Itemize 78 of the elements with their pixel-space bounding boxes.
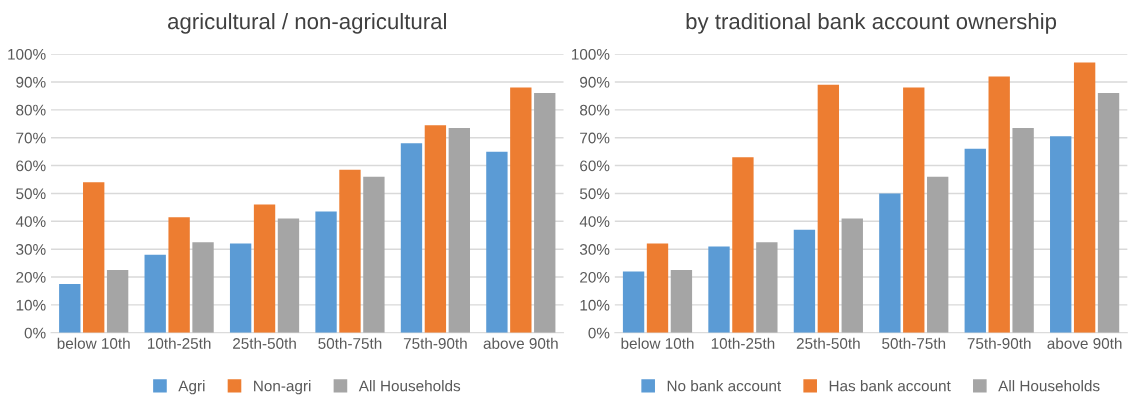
bar [106,270,129,333]
y-tick-label: 80% [16,104,46,116]
y-tick-label: 50% [16,188,46,200]
y-tick-label: 20% [580,271,610,283]
x-tick-label: 75th-90th [967,337,1031,349]
bar [59,284,81,333]
y-tick-label: 80% [580,104,610,116]
x-tick-label: 50th-75th [882,337,946,349]
bar [988,76,1010,333]
bar [927,176,949,333]
bar [1097,93,1120,333]
y-tick-label: 70% [16,132,46,144]
x-tick-label: below 10th [621,337,694,349]
bar [486,151,508,333]
chart-title: agricultural / non-agricultural [168,12,446,34]
bar [339,169,361,333]
y-tick-label: 60% [580,160,610,172]
bar [817,84,840,333]
bar [424,125,447,333]
legend-label: All Households [358,380,461,392]
y-tick-label: 90% [580,76,610,88]
bar [229,243,252,333]
x-tick-label: above 90th [1047,337,1122,349]
x-tick-label: 10th-25th [148,337,211,349]
bar [879,193,901,333]
bar [670,270,693,333]
bar [277,218,300,333]
bar [168,217,190,333]
x-tick-label: 25th-50th [796,337,860,349]
bar [315,211,337,333]
bar [534,93,556,333]
y-tick-label: 10% [580,299,610,311]
legend-label: Has bank account [829,380,951,392]
bar [1073,62,1096,333]
x-tick-label: 25th-50th [233,337,296,349]
legend-label: All Households [998,380,1100,392]
legend-label: Non-agri [254,380,311,395]
bar [903,87,925,333]
chart-title: by traditional bank account ownership [686,12,1057,34]
bar [253,204,276,333]
bar [1050,136,1072,333]
y-tick-label: 20% [16,271,46,283]
legend-label: No bank account [667,380,782,392]
bar [192,242,214,333]
y-tick-label: 40% [579,216,610,227]
bar [448,127,470,333]
bar [363,176,385,333]
bar [83,182,105,333]
bar [1012,127,1034,333]
y-tick-label: 0% [24,327,46,339]
y-tick-label: 30% [16,244,46,255]
bar [756,242,778,333]
bar [144,254,166,333]
y-tick-label: 0% [588,327,610,339]
y-tick-label: 100% [572,48,610,60]
x-tick-label: above 90th [483,337,558,349]
legend-label: Agri [178,380,205,395]
y-tick-label: 60% [16,160,46,172]
y-tick-label: 70% [580,132,610,144]
y-tick-label: 100% [8,48,46,60]
bar [622,271,645,333]
bar [732,157,754,333]
bar [964,148,986,333]
x-tick-label: 50th-75th [318,337,382,349]
bar [841,218,863,333]
y-tick-label: 30% [579,244,610,255]
y-tick-label: 40% [15,216,46,227]
bar [400,143,423,333]
bar [646,243,669,333]
x-tick-label: 75th-90th [403,337,467,349]
y-tick-label: 90% [16,76,46,88]
bar [793,229,816,333]
bar [708,246,730,333]
x-tick-label: below 10th [57,337,130,349]
y-tick-label: 10% [16,299,46,311]
x-tick-label: 10th-25th [711,337,775,349]
bar [510,87,532,333]
y-tick-label: 50% [579,188,610,200]
